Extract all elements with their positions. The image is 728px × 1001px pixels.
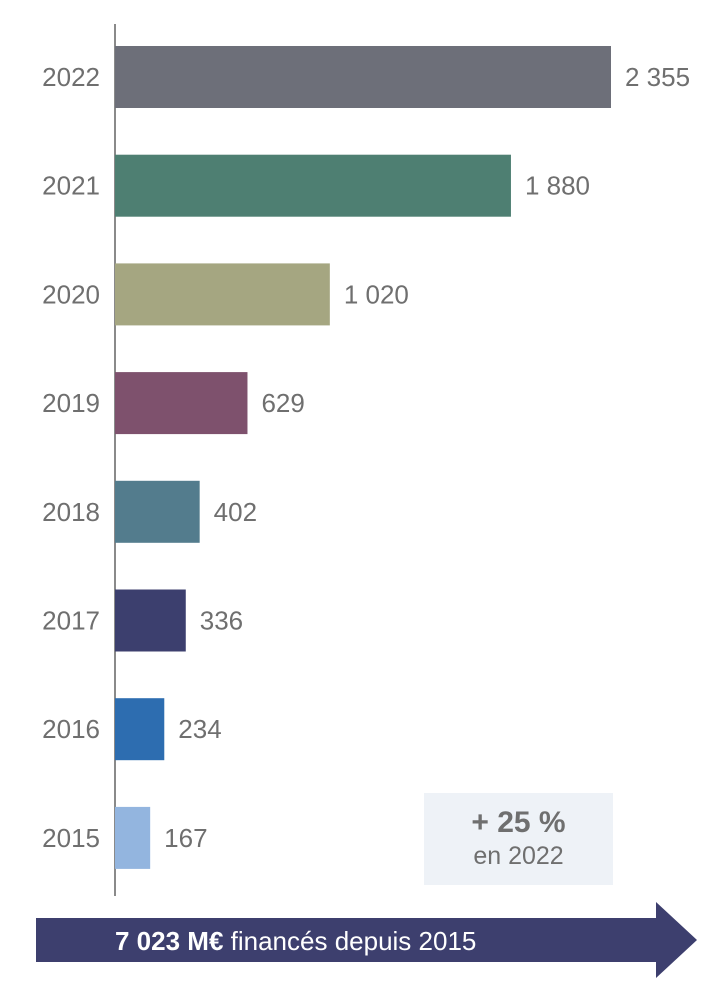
- banner-label: financés depuis 2015: [223, 926, 477, 956]
- category-label-2015: 2015: [42, 823, 100, 853]
- value-label-2021: 1 880: [525, 171, 590, 201]
- category-label-2021: 2021: [42, 171, 100, 201]
- category-label-2019: 2019: [42, 388, 100, 418]
- banner-text: 7 023 M€ financés depuis 2015: [115, 921, 476, 961]
- category-label-2017: 2017: [42, 606, 100, 636]
- category-label-2018: 2018: [42, 497, 100, 527]
- value-label-2018: 402: [214, 497, 257, 527]
- value-label-2022: 2 355: [625, 62, 690, 92]
- growth-year: en 2022: [473, 842, 564, 870]
- growth-percentage: + 25 %: [471, 806, 566, 839]
- value-label-2020: 1 020: [344, 279, 409, 309]
- bar-2022: [115, 46, 611, 108]
- bar-2018: [115, 480, 200, 543]
- banner-total-amount: 7 023 M€: [115, 926, 224, 956]
- value-label-2015: 167: [164, 823, 207, 853]
- category-label-2016: 2016: [42, 714, 100, 744]
- value-label-2019: 629: [261, 388, 304, 418]
- bar-2021: [115, 154, 511, 217]
- bars-group: 2022 2 355 2021 1 880 2020 1 020 2019 629 2018 40…: [42, 46, 690, 869]
- bar-2020: [115, 263, 330, 326]
- bar-2015: [115, 806, 151, 869]
- category-label-2020: 2020: [42, 279, 100, 309]
- bar-2017: [115, 589, 186, 652]
- category-label-2022: 2022: [42, 62, 100, 92]
- value-label-2017: 336: [200, 606, 243, 636]
- bar-2019: [115, 372, 248, 435]
- value-label-2016: 234: [178, 714, 221, 744]
- growth-callout: + 25 % en 2022: [424, 793, 613, 885]
- bar-2016: [115, 698, 165, 761]
